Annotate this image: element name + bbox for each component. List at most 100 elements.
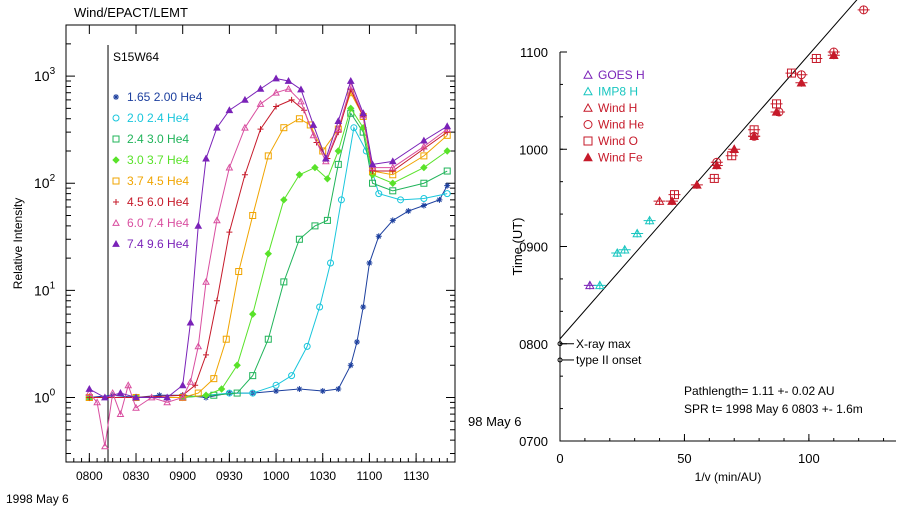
data-point <box>436 196 443 203</box>
data-point <box>368 163 377 171</box>
data-point <box>347 104 355 113</box>
data-point <box>585 280 595 290</box>
data-point <box>369 179 377 187</box>
data-point <box>257 126 264 133</box>
data-point <box>311 222 319 230</box>
legend-marker <box>112 156 120 164</box>
data-point <box>288 372 296 380</box>
data-point <box>264 249 272 258</box>
data-point <box>295 171 304 179</box>
data-point <box>186 377 195 385</box>
data-point <box>273 387 280 394</box>
data-point <box>420 195 428 203</box>
data-point <box>264 152 272 160</box>
data-point <box>334 147 343 155</box>
legend-marker <box>583 102 593 112</box>
data-point <box>420 136 428 144</box>
legend-marker <box>112 177 120 185</box>
legend-marker <box>583 152 593 162</box>
data-point <box>85 389 94 396</box>
data-point <box>194 342 203 350</box>
data-point <box>692 179 702 189</box>
date-label: 98 May 6 <box>468 414 521 429</box>
data-point <box>786 68 796 78</box>
data-point <box>297 97 305 105</box>
data-point <box>213 297 220 304</box>
y-tick-label: 0900 <box>519 240 548 255</box>
data-point <box>116 410 125 417</box>
data-point <box>388 163 397 171</box>
data-point <box>249 310 257 318</box>
data-point <box>322 154 330 162</box>
data-point <box>241 95 249 103</box>
data-point <box>389 168 396 175</box>
data-point <box>366 260 373 267</box>
data-point <box>389 217 396 224</box>
flare-location-label: S15W64 <box>113 50 159 64</box>
data-point <box>389 179 397 187</box>
data-point <box>233 389 241 397</box>
legend-marker <box>113 94 119 100</box>
data-point <box>337 196 345 204</box>
y-tick-label: 1100 <box>520 45 548 60</box>
data-point <box>327 259 335 267</box>
data-point <box>163 393 171 401</box>
data-point <box>124 381 133 389</box>
series-5 <box>666 50 840 206</box>
data-point <box>101 393 109 401</box>
data-point <box>163 398 171 406</box>
legend-label: Wind Fe <box>598 151 643 165</box>
y-tick-label: 102 <box>34 173 56 191</box>
data-point <box>654 196 665 205</box>
data-point <box>323 216 331 224</box>
data-point <box>202 277 210 285</box>
data-point <box>273 103 280 110</box>
data-point <box>303 342 311 350</box>
data-point <box>272 88 280 96</box>
data-point <box>203 351 210 358</box>
legend-marker <box>112 135 120 143</box>
typeii-label: type II onset <box>576 353 642 367</box>
legend-marker <box>583 86 593 96</box>
x-tick-label: 0800 <box>76 469 103 483</box>
data-point <box>644 215 655 225</box>
data-point <box>859 5 869 15</box>
data-point <box>669 190 679 200</box>
error-bar <box>593 281 606 290</box>
data-point <box>101 442 109 450</box>
data-point <box>443 147 451 155</box>
data-point <box>249 389 257 397</box>
data-point <box>256 84 265 92</box>
data-point <box>225 106 234 114</box>
legend-label: 3.7 4.5 He4 <box>127 174 189 188</box>
data-point <box>296 386 303 393</box>
y-tick-label: 103 <box>34 66 56 84</box>
data-point <box>828 50 839 59</box>
legend-label: 2.4 3.0 He4 <box>127 132 189 146</box>
legend-marker <box>112 239 120 247</box>
data-point <box>729 144 740 153</box>
data-point <box>369 168 376 175</box>
data-point <box>771 106 782 116</box>
error-bar <box>643 216 656 225</box>
data-point <box>272 74 280 82</box>
data-point <box>256 99 265 107</box>
data-point <box>444 182 451 189</box>
data-point <box>420 163 428 172</box>
legend-label: Wind He <box>598 118 644 132</box>
data-point <box>202 154 210 162</box>
data-point <box>280 278 288 286</box>
legend-label: 6.0 7.4 He4 <box>127 216 189 230</box>
data-point <box>194 389 202 397</box>
data-point <box>335 386 342 393</box>
y-tick-label: 1000 <box>519 142 548 157</box>
legend-label: Wind H <box>598 101 637 115</box>
data-point <box>389 187 397 195</box>
x-tick-label: 0900 <box>169 469 196 483</box>
y-tick-label: 0800 <box>519 337 548 352</box>
y-tick-label: 100 <box>34 388 56 406</box>
data-point <box>346 76 355 84</box>
data-point <box>420 152 428 160</box>
data-point <box>226 229 233 236</box>
